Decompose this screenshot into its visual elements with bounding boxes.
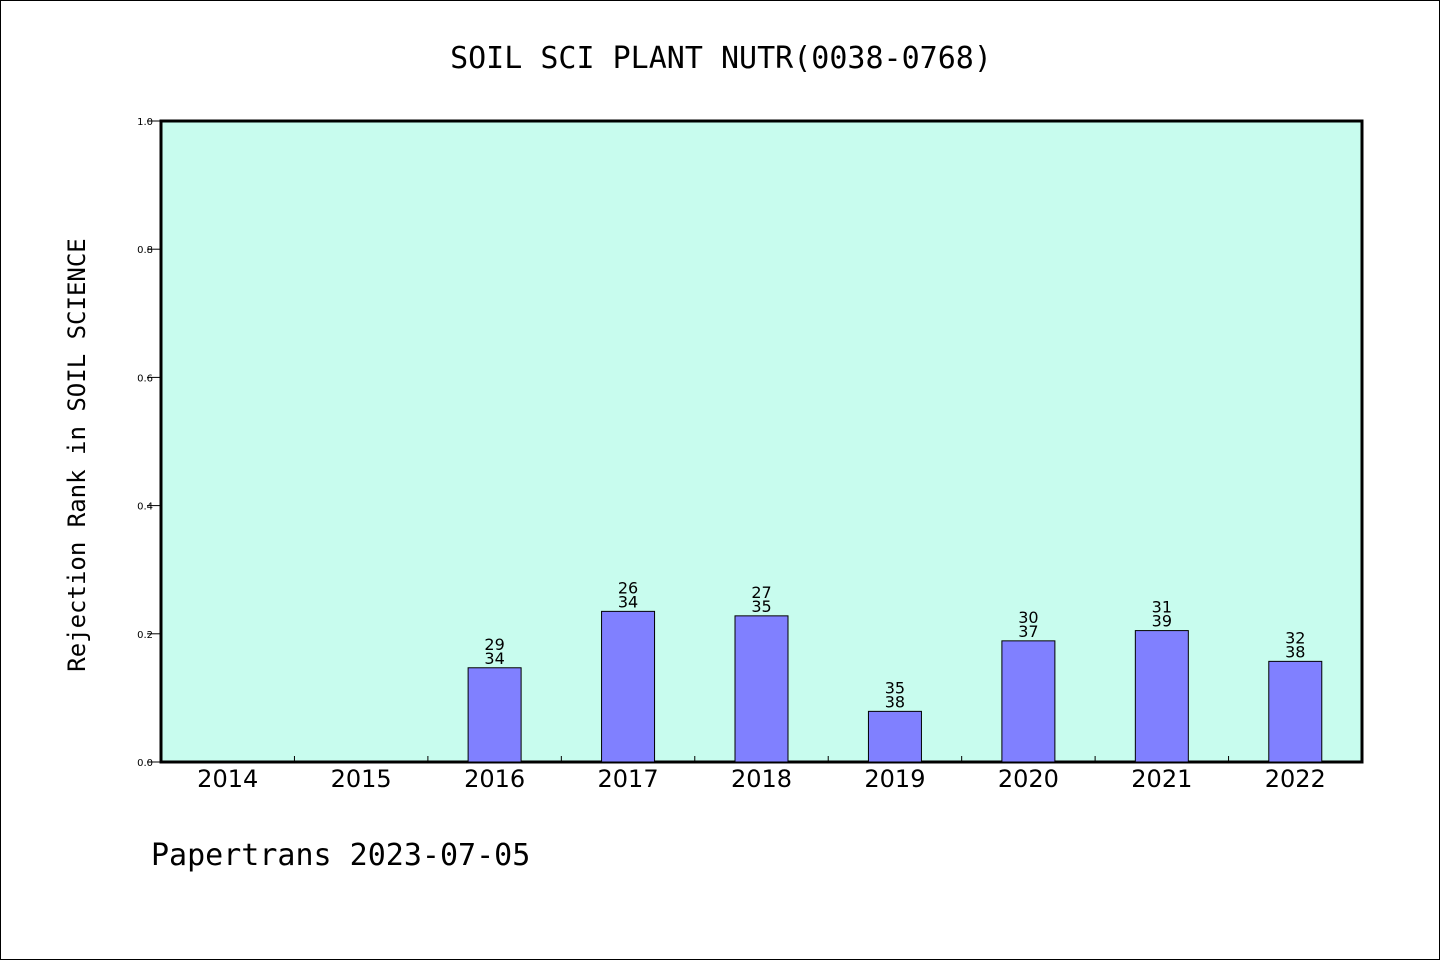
y-tick-label: 0.4 [137,502,153,513]
bar-label-bottom: 34 [618,592,638,611]
x-tick-label: 2017 [598,765,659,793]
y-axis-ticks: 0.0 0.2 0.4 0.6 0.8 1.0 [137,117,161,769]
x-tick-label: 2014 [197,765,258,793]
bar-label-top: 32 [1285,628,1305,647]
y-tick-label: 1.0 [137,117,153,128]
bar-label-top: 31 [1152,598,1172,617]
y-tick-label: 0.0 [137,758,153,769]
y-tick-label: 0.6 [137,373,153,384]
footer-text: Papertrans 2023-07-05 [151,838,530,873]
bar [1001,640,1056,763]
bar-label-top: 29 [484,635,504,654]
bar-label-top: 30 [1018,608,1038,627]
x-tick-label: 2021 [1131,765,1192,793]
bar [601,610,656,763]
y-axis-label: Rejection Rank in SOIL SCIENCE [63,238,91,671]
x-axis-ticks: 2014 2015 2016 2017 2018 2019 2020 2021 2022 [197,756,1326,793]
bar-label-bottom: 37 [1018,622,1038,641]
x-tick-label: 2018 [731,765,792,793]
y-tick-label: 0.2 [137,630,153,641]
x-tick-label: 2019 [864,765,925,793]
chart-title: SOIL SCI PLANT NUTR(0038-0768) [450,41,992,76]
bar-label-bottom: 38 [885,692,905,711]
y-tick-label: 0.8 [137,245,153,256]
bar-label-bottom: 35 [751,597,771,616]
x-tick-label: 2016 [464,765,525,793]
bar-label-top: 35 [885,678,905,697]
x-tick-label: 2022 [1265,765,1326,793]
bars-group [467,610,1323,763]
bar-label-top: 26 [618,578,638,597]
x-tick-label: 2015 [331,765,392,793]
bar [467,667,522,763]
bar [734,615,789,763]
x-tick-label: 2020 [998,765,1059,793]
bar [867,710,922,763]
bar [1134,630,1189,763]
bar-label-top: 27 [751,583,771,602]
bar-label-bottom: 39 [1152,612,1172,631]
bar-label-bottom: 38 [1285,642,1305,661]
bar [1268,660,1323,763]
bar-label-bottom: 34 [484,649,504,668]
